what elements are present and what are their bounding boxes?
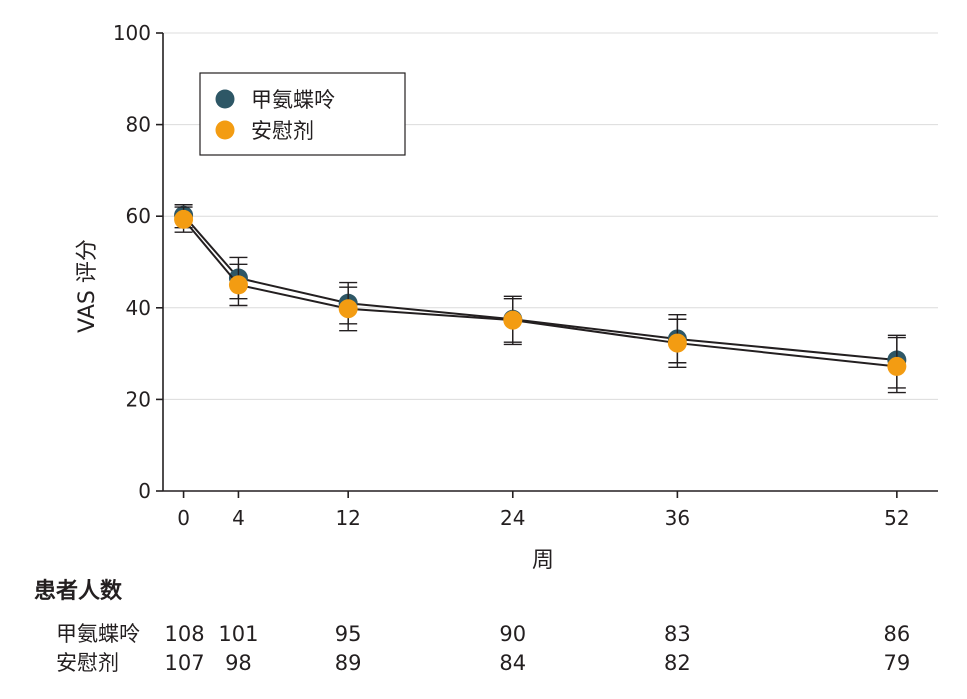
axis-ticks: 0 20 40 60 80 100 0 4 12 24 36 52 xyxy=(113,21,910,530)
legend-box xyxy=(199,72,406,156)
x-tick-label-36: 36 xyxy=(665,506,690,530)
risk-value-1-2: 89 xyxy=(335,651,362,675)
risk-value-0-0: 108 xyxy=(165,622,205,646)
risk-value-0-2: 95 xyxy=(335,622,362,646)
y-tick-label-80: 80 xyxy=(126,113,151,137)
risk-value-0-1: 101 xyxy=(218,622,258,646)
risk-row-label-placebo: 安慰剂 xyxy=(56,651,119,675)
data-point-1-3 xyxy=(503,310,523,330)
series-line-1 xyxy=(182,218,897,368)
x-tick-label-0: 0 xyxy=(177,506,190,530)
data-point-1-4 xyxy=(667,333,687,353)
y-tick-label-20: 20 xyxy=(126,387,151,411)
series-line-0 xyxy=(182,214,897,362)
data-point-1-1 xyxy=(228,275,248,295)
risk-value-1-3: 84 xyxy=(499,651,526,675)
legend: 甲氨蝶呤 安慰剂 xyxy=(199,72,406,156)
x-tick-label-12: 12 xyxy=(335,506,360,530)
risk-value-1-5: 79 xyxy=(883,651,910,675)
y-tick-label-100: 100 xyxy=(113,21,151,45)
data-point-1-5 xyxy=(887,356,907,376)
series-0 xyxy=(174,204,907,389)
legend-label-methotrexate: 甲氨蝶呤 xyxy=(251,88,335,112)
risk-row-label-methotrexate: 甲氨蝶呤 xyxy=(56,622,140,646)
legend-marker-methotrexate xyxy=(215,89,235,109)
x-tick-label-4: 4 xyxy=(232,506,245,530)
risk-value-0-3: 90 xyxy=(499,622,526,646)
legend-marker-placebo xyxy=(215,120,235,140)
axes xyxy=(162,33,938,492)
y-tick-label-40: 40 xyxy=(126,296,151,320)
risk-table-title: 患者人数 xyxy=(34,578,123,604)
data-series xyxy=(174,204,907,394)
y-axis-title: VAS 评分 xyxy=(75,239,100,333)
risk-value-1-0: 107 xyxy=(165,651,205,675)
x-tick-label-52: 52 xyxy=(884,506,909,530)
x-axis-title: 周 xyxy=(532,548,554,573)
y-tick-label-60: 60 xyxy=(126,204,151,228)
data-point-1-0 xyxy=(174,209,194,229)
data-point-1-2 xyxy=(338,299,358,319)
x-tick-label-24: 24 xyxy=(500,506,525,530)
risk-value-1-4: 82 xyxy=(664,651,691,675)
risk-table-values: 108 101 95 90 83 86 107 98 89 84 82 79 xyxy=(165,622,911,675)
legend-label-placebo: 安慰剂 xyxy=(251,119,314,143)
risk-value-1-1: 98 xyxy=(225,651,252,675)
risk-value-0-4: 83 xyxy=(664,622,691,646)
series-1 xyxy=(174,206,907,394)
risk-value-0-5: 86 xyxy=(883,622,910,646)
y-tick-label-0: 0 xyxy=(138,479,151,503)
patients-at-risk-table: 患者人数 甲氨蝶呤 安慰剂 108 101 95 90 83 86 107 98 89 84 82 7… xyxy=(34,578,910,675)
